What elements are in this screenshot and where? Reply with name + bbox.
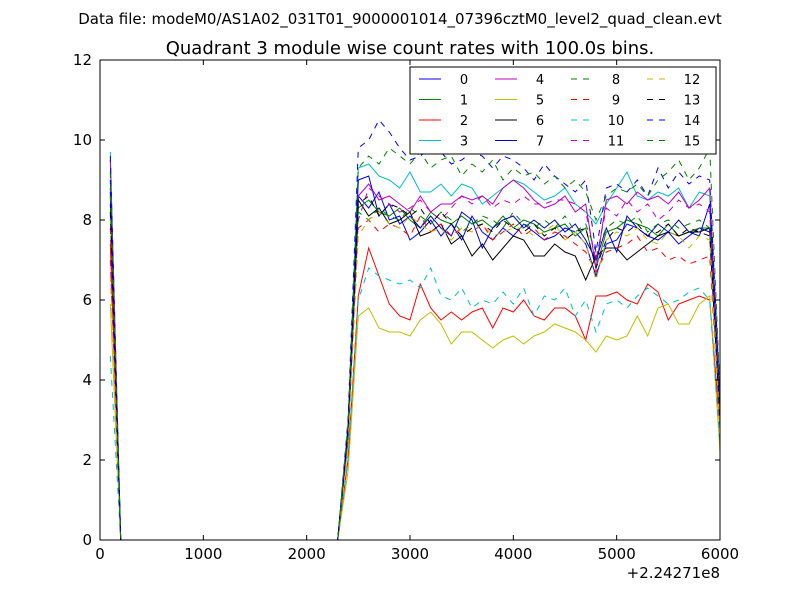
legend-label-11: 11 xyxy=(608,135,625,150)
legend-label-7: 7 xyxy=(536,135,544,150)
y-tick-label: 10 xyxy=(73,131,92,149)
legend-label-3: 3 xyxy=(460,135,468,150)
legend-label-2: 2 xyxy=(460,114,468,129)
y-tick-label: 12 xyxy=(73,51,92,69)
chart-title: Quadrant 3 module wise count rates with … xyxy=(166,38,655,59)
legend-label-4: 4 xyxy=(536,73,544,88)
series-line-12 xyxy=(109,211,720,540)
data-file-label: Data file: modeM0/AS1A02_031T01_90000010… xyxy=(78,10,722,29)
legend-label-1: 1 xyxy=(460,94,468,109)
legend-label-10: 10 xyxy=(608,114,625,129)
series-line-13 xyxy=(109,195,720,540)
legend-label-5: 5 xyxy=(536,94,544,109)
y-tick-label: 6 xyxy=(82,291,92,309)
x-tick-label: 1000 xyxy=(184,545,222,563)
legend-label-15: 15 xyxy=(684,135,701,150)
y-tick-label: 8 xyxy=(82,211,92,229)
series-line-6 xyxy=(109,198,720,540)
x-tick-label: 4000 xyxy=(494,545,532,563)
legend-label-14: 14 xyxy=(684,114,701,129)
legend-label-0: 0 xyxy=(460,73,468,88)
legend-box xyxy=(409,66,717,155)
series-line-10 xyxy=(109,266,720,540)
legend-label-12: 12 xyxy=(684,73,701,88)
legend-label-8: 8 xyxy=(612,73,620,88)
series-line-5 xyxy=(109,295,720,540)
x-tick-label: 5000 xyxy=(598,545,636,563)
legend-label-9: 9 xyxy=(612,94,620,109)
y-tick-label: 0 xyxy=(82,531,92,549)
y-tick-label: 2 xyxy=(82,451,92,469)
x-tick-label: 3000 xyxy=(391,545,429,563)
x-tick-label: 2000 xyxy=(288,545,326,563)
series-line-2 xyxy=(109,243,720,540)
legend-label-13: 13 xyxy=(684,94,701,109)
series-line-0 xyxy=(109,179,720,540)
plot-series-group xyxy=(109,119,720,540)
series-line-4 xyxy=(109,159,720,540)
x-tick-label: 6000 xyxy=(701,545,739,563)
legend-label-6: 6 xyxy=(536,114,544,129)
series-line-14 xyxy=(109,119,720,540)
series-line-7 xyxy=(109,175,720,540)
x-tick-label: 0 xyxy=(95,545,105,563)
y-tick-label: 4 xyxy=(82,371,92,389)
x-offset-label: +2.24271e8 xyxy=(627,564,720,582)
series-line-9 xyxy=(109,215,720,540)
